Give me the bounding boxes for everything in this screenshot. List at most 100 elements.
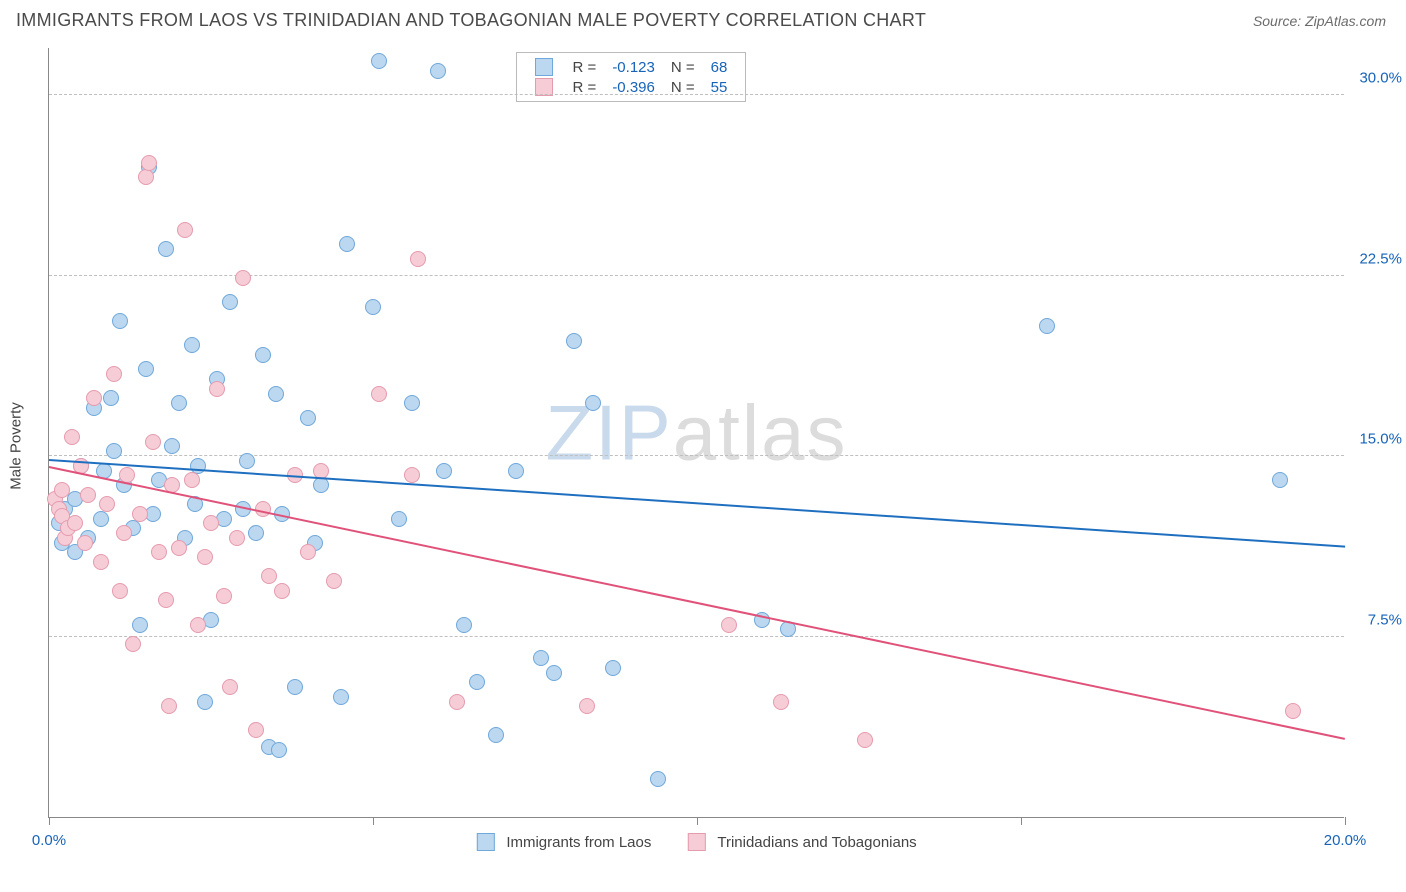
data-point — [371, 386, 387, 402]
data-point — [456, 617, 472, 633]
data-point — [184, 337, 200, 353]
y-tick-label: 30.0% — [1359, 70, 1402, 87]
data-point — [261, 568, 277, 584]
chart-source: Source: ZipAtlas.com — [1253, 13, 1386, 29]
data-point — [138, 169, 154, 185]
data-point — [67, 515, 83, 531]
data-point — [857, 732, 873, 748]
data-point — [449, 694, 465, 710]
legend-item: Immigrants from Laos — [476, 833, 651, 851]
data-point — [404, 467, 420, 483]
data-point — [164, 438, 180, 454]
y-tick-label: 22.5% — [1359, 250, 1402, 267]
data-point — [410, 251, 426, 267]
data-point — [721, 617, 737, 633]
data-point — [190, 617, 206, 633]
chart-title: IMMIGRANTS FROM LAOS VS TRINIDADIAN AND … — [16, 10, 926, 31]
data-point — [141, 155, 157, 171]
data-point — [197, 549, 213, 565]
data-point — [77, 535, 93, 551]
data-point — [469, 674, 485, 690]
data-point — [605, 660, 621, 676]
x-tick — [49, 817, 50, 825]
data-point — [585, 395, 601, 411]
data-point — [300, 544, 316, 560]
data-point — [579, 698, 595, 714]
x-tick — [1345, 817, 1346, 825]
data-point — [1272, 472, 1288, 488]
data-point — [239, 453, 255, 469]
data-point — [248, 525, 264, 541]
data-point — [171, 395, 187, 411]
data-point — [80, 487, 96, 503]
data-point — [650, 771, 666, 787]
data-point — [116, 525, 132, 541]
data-point — [508, 463, 524, 479]
data-point — [271, 742, 287, 758]
x-tick — [373, 817, 374, 825]
data-point — [404, 395, 420, 411]
data-point — [255, 347, 271, 363]
data-point — [197, 694, 213, 710]
data-point — [391, 511, 407, 527]
data-point — [488, 727, 504, 743]
y-axis-title: Male Poverty — [8, 402, 25, 490]
data-point — [326, 573, 342, 589]
data-point — [103, 390, 119, 406]
data-point — [229, 530, 245, 546]
data-point — [106, 366, 122, 382]
data-point — [566, 333, 582, 349]
x-tick — [1021, 817, 1022, 825]
x-tick-label: 20.0% — [1324, 832, 1367, 849]
data-point — [430, 63, 446, 79]
plot-area: ZIPatlas R =-0.123N =68R =-0.396N =55 Im… — [48, 48, 1344, 818]
data-point — [235, 270, 251, 286]
data-point — [371, 53, 387, 69]
data-point — [274, 583, 290, 599]
legend-stat-row: R =-0.123N =68 — [527, 57, 736, 77]
data-point — [333, 689, 349, 705]
data-point — [145, 434, 161, 450]
data-point — [773, 694, 789, 710]
data-point — [158, 592, 174, 608]
data-point — [1285, 703, 1301, 719]
data-point — [132, 617, 148, 633]
legend-series: Immigrants from LaosTrinidadians and Tob… — [476, 833, 916, 851]
data-point — [171, 540, 187, 556]
y-tick-label: 15.0% — [1359, 431, 1402, 448]
data-point — [93, 554, 109, 570]
data-point — [112, 313, 128, 329]
data-point — [132, 506, 148, 522]
data-point — [268, 386, 284, 402]
data-point — [177, 222, 193, 238]
data-point — [112, 583, 128, 599]
data-point — [86, 390, 102, 406]
x-tick-label: 0.0% — [32, 832, 66, 849]
gridline — [49, 636, 1344, 637]
data-point — [287, 679, 303, 695]
data-point — [216, 588, 232, 604]
data-point — [158, 241, 174, 257]
data-point — [184, 472, 200, 488]
data-point — [125, 636, 141, 652]
data-point — [436, 463, 452, 479]
data-point — [248, 722, 264, 738]
data-point — [93, 511, 109, 527]
data-point — [300, 410, 316, 426]
data-point — [203, 515, 219, 531]
data-point — [138, 361, 154, 377]
data-point — [106, 443, 122, 459]
data-point — [1039, 318, 1055, 334]
data-point — [54, 482, 70, 498]
data-point — [209, 381, 225, 397]
data-point — [222, 679, 238, 695]
x-tick — [697, 817, 698, 825]
data-point — [533, 650, 549, 666]
data-point — [222, 294, 238, 310]
trend-line — [49, 466, 1345, 740]
data-point — [64, 429, 80, 445]
gridline — [49, 94, 1344, 95]
data-point — [151, 544, 167, 560]
data-point — [161, 698, 177, 714]
data-point — [99, 496, 115, 512]
